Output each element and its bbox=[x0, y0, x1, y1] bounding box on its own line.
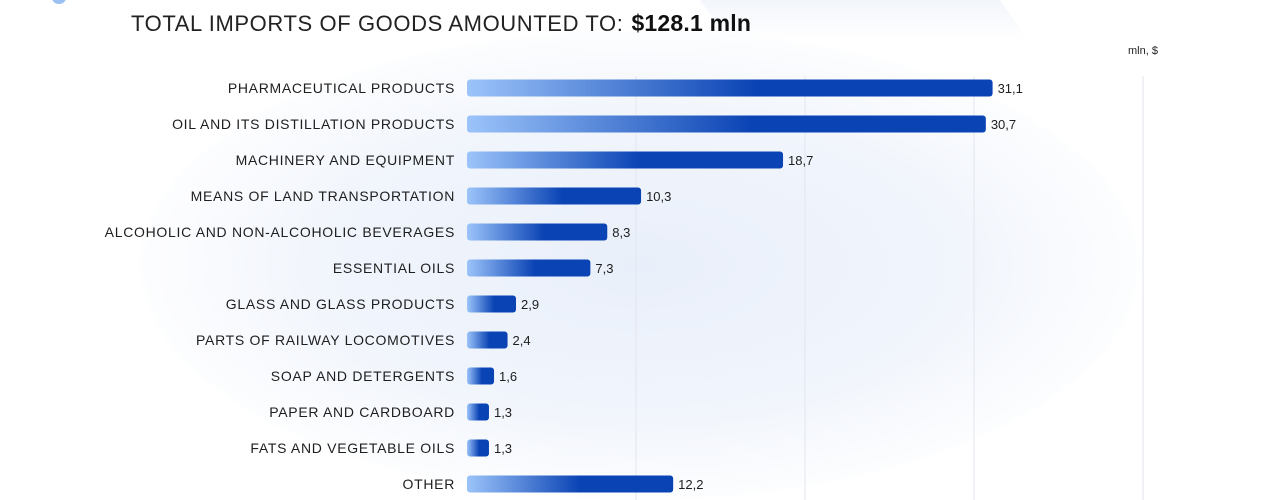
value-label: 1,3 bbox=[494, 441, 512, 456]
category-label: SOAP AND DETERGENTS bbox=[271, 368, 455, 384]
category-label: MACHINERY AND EQUIPMENT bbox=[236, 152, 455, 168]
bar bbox=[467, 331, 508, 349]
total-amount: $128.1 mln bbox=[631, 10, 752, 36]
bar bbox=[467, 403, 489, 421]
category-label: ALCOHOLIC AND NON-ALCOHOLIC BEVERAGES bbox=[105, 224, 455, 240]
category-label: OTHER bbox=[403, 476, 456, 492]
value-label: 30,7 bbox=[991, 117, 1016, 132]
category-label: ESSENTIAL OILS bbox=[333, 260, 455, 276]
value-label: 8,3 bbox=[612, 225, 630, 240]
bar bbox=[467, 439, 489, 457]
category-label: GLASS AND GLASS PRODUCTS bbox=[226, 296, 455, 312]
value-label: 1,6 bbox=[499, 369, 517, 384]
value-label: 7,3 bbox=[595, 261, 613, 276]
category-label: MEANS OF LAND TRANSPORTATION bbox=[191, 188, 455, 204]
value-label: 2,4 bbox=[513, 333, 531, 348]
title-text: TOTAL IMPORTS OF GOODS AMOUNTED TO: bbox=[131, 11, 624, 36]
logo-mark-icon bbox=[52, 0, 66, 4]
value-label: 2,9 bbox=[521, 297, 539, 312]
gridlines bbox=[635, 76, 1144, 500]
category-label: PAPER AND CARDBOARD bbox=[269, 404, 455, 420]
bars-group: PHARMACEUTICAL PRODUCTS 31,1 OIL AND ITS D… bbox=[105, 79, 1023, 493]
value-label: 10,3 bbox=[646, 189, 671, 204]
bar bbox=[467, 295, 517, 313]
bar bbox=[467, 187, 642, 205]
unit-label: mln, $ bbox=[1128, 45, 1158, 57]
value-label: 18,7 bbox=[788, 153, 813, 168]
category-label: OIL AND ITS DISTILLATION PRODUCTS bbox=[172, 116, 455, 132]
value-label: 31,1 bbox=[998, 81, 1023, 96]
bar bbox=[467, 79, 993, 97]
bar bbox=[467, 259, 591, 277]
bar bbox=[467, 367, 495, 385]
bar bbox=[467, 115, 986, 133]
background-glow bbox=[140, 30, 1140, 500]
value-label: 1,3 bbox=[494, 405, 512, 420]
bar bbox=[467, 151, 784, 169]
category-label: FATS AND VEGETABLE OILS bbox=[250, 440, 455, 456]
chart-title: TOTAL IMPORTS OF GOODS AMOUNTED TO: $128.… bbox=[131, 10, 751, 37]
category-label: PARTS OF RAILWAY LOCOMOTIVES bbox=[196, 332, 455, 348]
bar bbox=[467, 475, 674, 493]
value-label: 12,2 bbox=[678, 477, 703, 492]
bar bbox=[467, 223, 608, 241]
category-label: PHARMACEUTICAL PRODUCTS bbox=[228, 80, 455, 96]
